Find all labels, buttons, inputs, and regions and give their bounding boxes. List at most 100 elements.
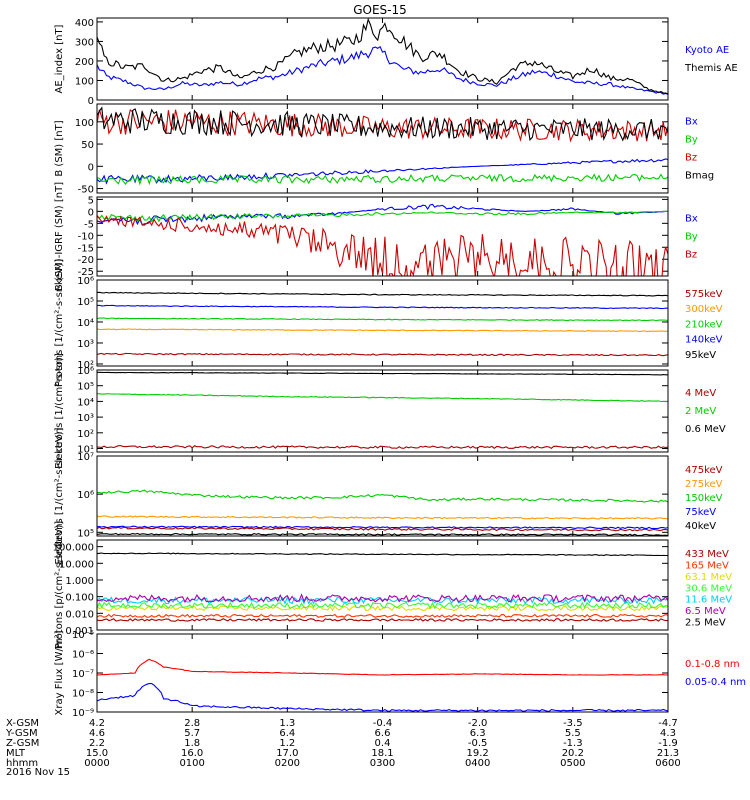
y-tick-label: 200 — [75, 57, 94, 68]
panel-frame — [96, 369, 669, 453]
panel-frame — [96, 17, 669, 101]
legend-entry: 433 MeV — [685, 549, 729, 560]
y-tick-label: 100 — [75, 76, 94, 87]
ephemeris-value: 16.0 — [181, 748, 203, 759]
ephemeris-value: 0100 — [179, 758, 204, 769]
ephemeris-value: 15.0 — [86, 748, 108, 759]
y-tick-label: 0 — [88, 96, 94, 107]
y-tick-label: 10⁶ — [77, 490, 94, 501]
y-tick-label: -25 — [78, 267, 94, 278]
chart-title: GOES-15 — [353, 3, 407, 17]
ephemeris-value: 6.3 — [470, 728, 486, 739]
y-axis-label: Protons [p/(cm²-s-sr-keV)] — [54, 521, 65, 649]
series-4-mev — [97, 445, 668, 449]
y-tick-label: 0 — [88, 162, 94, 173]
legend-entry: 30.6 MeV — [685, 583, 732, 594]
ephemeris-value: 4.3 — [660, 728, 676, 739]
ephemeris-table: X-GSM 4.2 2.8 1.3 -0.4 -2.0 -3.5 -4.7 Y-GSM 4.6 5.… — [5, 718, 681, 769]
legend-entry: 0.1-0.8 nm — [685, 659, 740, 670]
legend-entry: 0.6 MeV — [685, 424, 726, 435]
ephemeris-value: 1.2 — [279, 738, 295, 749]
ephemeris-value: 17.0 — [276, 748, 298, 759]
series-by — [97, 173, 668, 186]
panel-frame — [96, 539, 669, 631]
panel-protons_epead: 0.001 0.010 0.100 1.000 10.000 100.000Protons… — [53, 521, 733, 649]
series-by — [97, 210, 668, 223]
y-axis-label: Electrons [1/(cm²-s-sr)] — [54, 353, 65, 469]
legend-entry: 300keV — [685, 304, 723, 315]
ephemeris-value: 5.5 — [565, 728, 581, 739]
legend-entry: Bmag — [685, 171, 714, 182]
y-tick-label: 10² — [77, 360, 94, 371]
y-axis-label: Electrons [1/(cm²-s-sr-keV)] — [54, 427, 65, 564]
ephemeris-label: Y-GSM — [5, 728, 38, 739]
y-tick-label: 10⁻⁹ — [72, 708, 94, 719]
series-0-1-0-8-nm — [97, 658, 668, 676]
y-tick-label: 0.100 — [65, 593, 94, 604]
panel-xray: 10⁻⁹ 10⁻⁸ 10⁻⁷ 10⁻⁶ 10⁻⁵ Xray Flux [W/m²] 0.1-… — [54, 630, 746, 719]
panel-electrons_mpsh: 10⁵ 10⁶ 10⁷ Electrons [1/(cm²-s-sr-keV)] 475… — [54, 427, 723, 564]
date-label: 2016 Nov 15 — [6, 767, 70, 778]
legend-entry: 0.05-0.4 nm — [685, 677, 746, 688]
panel-bsm: -50 0 50 100 B (SM) [nT] Bx By Bz Bmag — [54, 103, 714, 196]
legend-entry: Bz — [685, 153, 697, 164]
legend-entry: 75keV — [685, 507, 716, 518]
series-40kev — [97, 532, 668, 536]
y-axis-label: B (SM) [nT] — [54, 120, 65, 176]
ephemeris-value: 1.3 — [279, 718, 295, 729]
y-tick-label: 0 — [88, 207, 94, 218]
legend-entry: 140keV — [685, 335, 723, 346]
panel-frame — [96, 279, 669, 367]
ephemeris-label: Z-GSM — [6, 738, 39, 749]
legend-entry: 275keV — [685, 479, 723, 490]
legend-entry: Bx — [685, 117, 698, 128]
y-tick-label: 10⁻⁶ — [72, 650, 94, 661]
legend-entry: 6.5 MeV — [685, 606, 726, 617]
ephemeris-value: 0.4 — [375, 738, 391, 749]
ephemeris-value: -0.4 — [373, 718, 393, 729]
series-bz — [97, 109, 668, 143]
ephemeris-label: hhmm — [6, 758, 38, 769]
ephemeris-value: -1.9 — [658, 738, 678, 749]
y-tick-label: 10⁵ — [77, 297, 94, 308]
series-165-mev — [97, 613, 668, 618]
ephemeris-value: 0300 — [370, 758, 395, 769]
panels-group: 0 100 200 300 400 AE_index [nT] Kyoto AE Themis… — [53, 17, 746, 719]
y-tick-label: 10¹ — [77, 445, 94, 456]
y-tick-label: 10⁵ — [77, 382, 94, 393]
ephemeris-value: 21.3 — [657, 748, 679, 759]
y-tick-label: 10⁷ — [77, 452, 94, 463]
ephemeris-value: -2.0 — [468, 718, 488, 729]
series-210kev — [97, 317, 668, 322]
ephemeris-value: 0600 — [655, 758, 680, 769]
ephemeris-label: X-GSM — [6, 718, 39, 729]
series-140kev — [97, 304, 668, 310]
ephemeris-value: 6.6 — [375, 728, 391, 739]
series-30-6-mev — [97, 601, 668, 610]
series-bx — [97, 158, 668, 185]
panel-frame — [96, 633, 669, 713]
y-axis-label: Xray Flux [W/m²] — [54, 630, 65, 715]
legend-entry: 2 MeV — [685, 406, 716, 417]
series-2-mev — [97, 393, 668, 403]
y-tick-label: 100.000 — [53, 543, 94, 554]
y-tick-label: 400 — [75, 18, 94, 29]
y-tick-label: 10⁶ — [77, 366, 94, 377]
ephemeris-value: 20.2 — [562, 748, 584, 759]
ephemeris-value: 0400 — [465, 758, 490, 769]
ephemeris-value: -1.3 — [563, 738, 583, 749]
legend-entry: Kyoto AE — [685, 45, 729, 56]
legend-entry: 11.6 MeV — [685, 595, 732, 606]
panel-frame — [96, 103, 669, 194]
y-tick-label: 0.010 — [65, 609, 94, 620]
y-tick-label: -5 — [84, 219, 94, 230]
panel-frame — [96, 455, 669, 537]
y-tick-label: 1.000 — [65, 576, 94, 587]
ephemeris-value: -3.5 — [563, 718, 583, 729]
y-tick-label: 10⁻⁷ — [72, 669, 94, 680]
y-tick-label: 10⁴ — [77, 318, 94, 329]
series-kyoto-ae — [97, 45, 668, 95]
legend-entry: 2.5 MeV — [685, 618, 726, 629]
